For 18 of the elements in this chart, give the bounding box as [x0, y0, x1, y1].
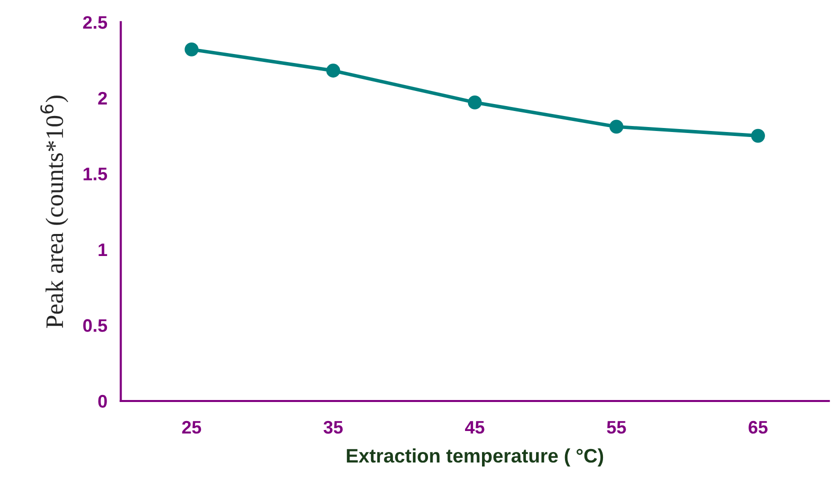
y-tick-label: 1.5: [84, 168, 108, 180]
point: [184, 42, 199, 56]
y-tick-label: 0.5: [83, 319, 108, 332]
point: [468, 96, 482, 110]
point: [609, 120, 624, 134]
x-tick-label: 55: [606, 421, 626, 434]
y-tick-label: 0: [98, 394, 107, 408]
x-tick-label: 35: [324, 420, 343, 434]
y-tick-label: 2: [98, 92, 107, 104]
y-axis-title: Peak area (counts*10$^{6}$): [40, 96, 68, 328]
y-tick-label: 2.5: [83, 16, 108, 29]
x-tick-label: 45: [465, 421, 484, 434]
x-axis-title: Extraction temperature ( °C): [346, 448, 604, 466]
y-tick-label: 1: [98, 244, 108, 256]
point: [326, 64, 340, 78]
point: [751, 128, 765, 143]
x-tick-label: 25: [182, 420, 202, 434]
x-tick-label: 65: [748, 420, 768, 434]
